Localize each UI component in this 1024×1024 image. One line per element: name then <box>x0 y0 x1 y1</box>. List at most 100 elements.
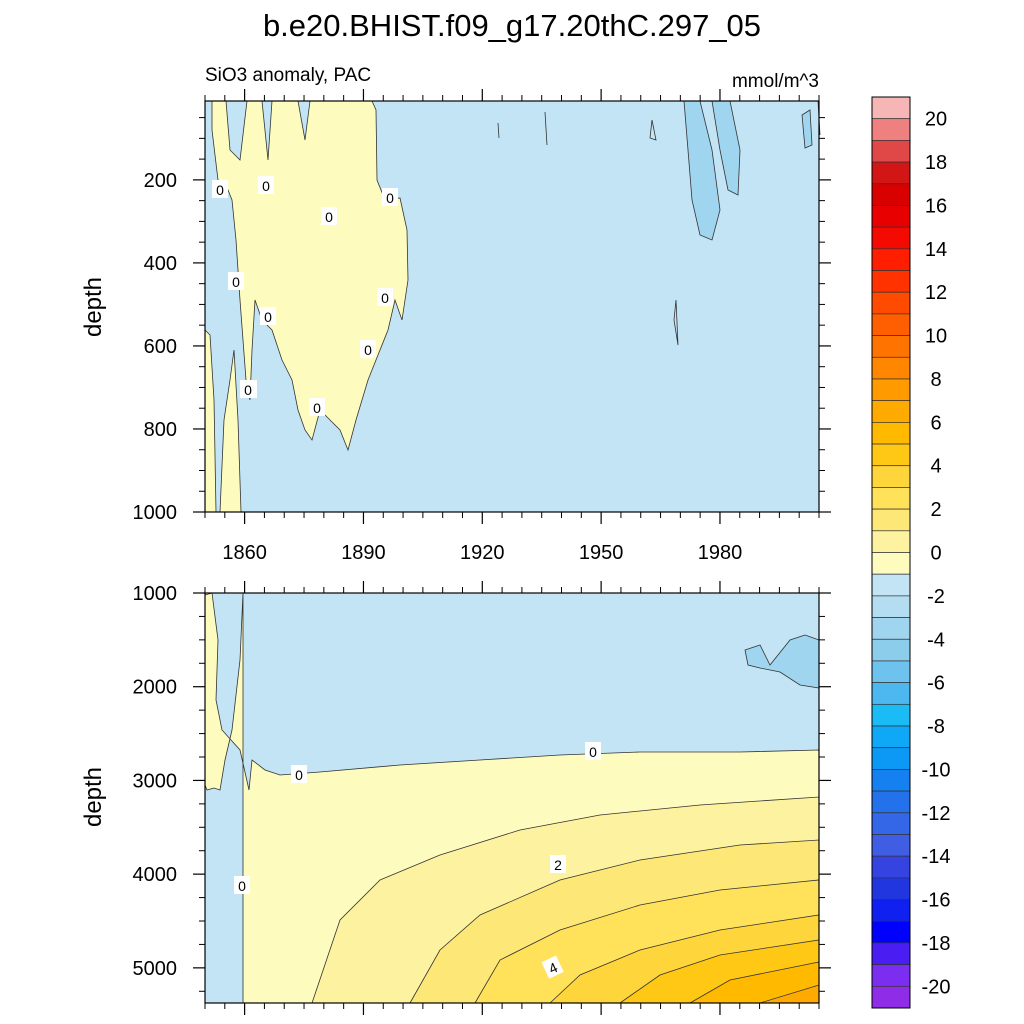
colorbar-swatch <box>871 140 911 163</box>
colorbar-swatch <box>871 291 911 315</box>
colorbar-swatch <box>871 747 911 770</box>
colorbar-swatch <box>871 443 911 467</box>
contour-label-text: 0 <box>262 178 270 194</box>
colorbar-label: 6 <box>930 412 941 434</box>
colorbar-swatch <box>871 270 911 293</box>
contour-label-background <box>550 855 566 873</box>
colorbar-swatch <box>871 769 911 792</box>
colorbar-swatch <box>871 877 911 900</box>
colorbar-label: -20 <box>922 976 951 998</box>
upper-contour-labels: 00000000000 <box>212 176 398 416</box>
lower-y-axis-label: depth <box>80 767 107 827</box>
upper-negative-patch-1 <box>683 100 721 241</box>
upper-contour-feature-4 <box>673 299 679 346</box>
colorbar-swatch <box>871 812 911 835</box>
colorbar-swatch <box>871 834 911 857</box>
x-tick-label: 1890 <box>341 542 386 564</box>
contour-label: 0 <box>321 207 337 225</box>
contour-label-background <box>228 272 244 290</box>
colorbar-swatch <box>871 487 911 510</box>
colorbar-swatch <box>871 313 911 336</box>
contour-label: 0 <box>382 188 398 206</box>
colorbar-swatch <box>871 422 911 445</box>
contour-label-background <box>541 955 564 979</box>
contour-label-background <box>321 207 337 225</box>
contour-label-text: 0 <box>238 878 246 894</box>
y-tick-label: 4000 <box>133 864 178 886</box>
contour-label-background <box>212 180 228 198</box>
colorbar-swatch <box>871 682 911 705</box>
colorbar-swatch <box>871 96 911 120</box>
contour-label-text: 2 <box>554 857 562 873</box>
colorbar-label: 12 <box>925 282 947 304</box>
colorbar-swatch <box>871 205 911 228</box>
y-tick-label: 800 <box>144 419 177 441</box>
colorbar-swatch <box>871 985 911 1009</box>
lower-contour-labels: 0 0 0 2 4 <box>234 742 601 979</box>
contour-label: 0 <box>377 288 393 306</box>
colorbar-label: 10 <box>925 326 947 348</box>
y-tick-label: 1000 <box>133 583 178 605</box>
colorbar-label: 16 <box>925 195 947 217</box>
x-tick-label: 1860 <box>222 542 267 564</box>
contour-label-text: 0 <box>381 290 389 306</box>
colorbar-swatch <box>871 638 911 662</box>
colorbar-swatch <box>871 942 911 965</box>
figure-title: b.e20.BHIST.f09_g17.20thC.297_05 <box>263 8 761 43</box>
upper-left-title: SiO3 anomaly, PAC <box>205 65 371 86</box>
colorbar-swatch <box>871 161 911 185</box>
contour-label-text: 0 <box>216 182 224 198</box>
y-tick-label: 600 <box>144 336 177 358</box>
upper-contour-feature-2 <box>544 111 548 146</box>
contour-label-background <box>258 176 274 194</box>
colorbar-swatch <box>871 660 911 683</box>
colorbar-label: -2 <box>927 586 945 608</box>
contour-label: 0 <box>291 765 307 783</box>
colorbar-swatch <box>871 899 911 922</box>
colorbar-swatch <box>871 920 911 944</box>
colorbar-swatch <box>871 356 911 380</box>
contour-label-text: 0 <box>313 400 321 416</box>
colorbar-label: 8 <box>930 369 941 391</box>
colorbar-swatch <box>871 573 911 597</box>
colorbar-frame <box>871 96 911 1009</box>
contour-label-text: 0 <box>264 309 272 325</box>
contour-label-text: 0 <box>232 274 240 290</box>
upper-units-label: mmol/m^3 <box>732 71 819 92</box>
colorbar-label: -14 <box>922 846 951 868</box>
contour-label-text: 0 <box>244 382 252 398</box>
colorbar-label: 2 <box>930 499 941 521</box>
colorbar-swatch <box>871 595 911 618</box>
colorbar-label: 14 <box>925 239 947 261</box>
y-tick-label: 3000 <box>133 770 178 792</box>
colorbar-label: -10 <box>922 759 951 781</box>
colorbar-swatch <box>871 248 911 271</box>
colorbar-swatch <box>871 183 911 206</box>
contour-label-background <box>377 288 393 306</box>
contour-label-text: 0 <box>589 744 597 760</box>
colorbar-swatch <box>871 226 911 250</box>
colorbar-label: -12 <box>922 803 951 825</box>
colorbar-swatch <box>871 964 911 987</box>
colorbar-label: -6 <box>927 673 945 695</box>
contour-label: 0 <box>212 180 228 198</box>
upper-panel: SiO3 anomaly, PAC mmol/m^3 depth 0 0 0 0 0 0 0… <box>80 65 831 564</box>
upper-y-axis-label: depth <box>80 277 107 337</box>
contour-label: 0 <box>260 307 276 325</box>
colorbar: 20181614121086420-2-4-6-8-10-12-14-16-18… <box>871 96 951 1009</box>
colorbar-swatch <box>871 400 911 423</box>
contour-label: 0 <box>258 176 274 194</box>
colorbar-swatch <box>871 552 911 575</box>
lower-plot-frame <box>204 592 820 1004</box>
colorbar-swatch <box>871 617 911 640</box>
colorbar-swatch <box>871 530 911 553</box>
x-tick-label: 1980 <box>698 542 743 564</box>
colorbar-label: 0 <box>930 543 941 565</box>
x-tick-label: 1920 <box>460 542 505 564</box>
y-tick-label: 1000 <box>133 502 178 524</box>
y-tick-label: 400 <box>144 253 177 275</box>
colorbar-swatch <box>871 855 911 879</box>
colorbar-swatch <box>871 465 911 488</box>
